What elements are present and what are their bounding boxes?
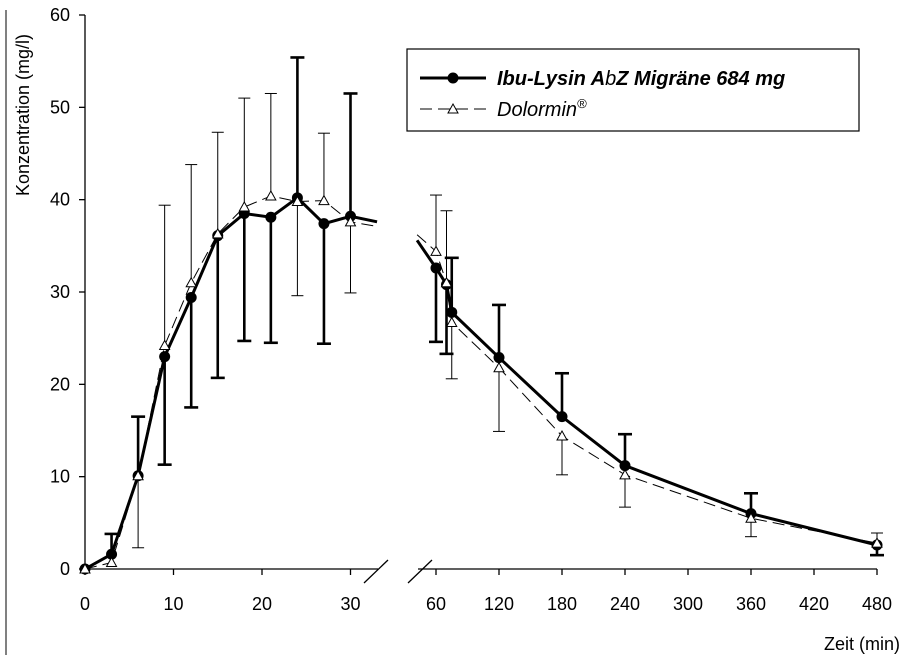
legend-label-dolormin: Dolormin® <box>497 96 587 121</box>
series-line-right <box>415 239 878 547</box>
y-tick-label: 60 <box>50 5 70 25</box>
data-point <box>430 245 442 256</box>
x-tick-label: 60 <box>426 594 446 614</box>
y-tick-label: 0 <box>60 559 70 579</box>
axis-break-mark <box>363 559 389 584</box>
data-point <box>430 262 442 274</box>
data-point <box>185 292 197 304</box>
axes: 0 10 20 30 40 50 60 0 10 20 30 60 120 180 240 300 360 420… <box>5 5 892 655</box>
y-tick-label: 20 <box>50 374 70 394</box>
x-tick-label: 240 <box>610 594 640 614</box>
y-tick-label: 10 <box>50 467 70 487</box>
data-point <box>105 556 118 568</box>
data-point <box>291 195 304 207</box>
y-axis-label: Konzentration (mg/l) <box>13 34 33 196</box>
data-point <box>493 361 505 373</box>
data-point <box>556 430 568 441</box>
data-point <box>493 352 505 364</box>
data-point <box>211 227 224 239</box>
x-tick-label: 20 <box>252 594 272 614</box>
series-line-right <box>416 234 878 544</box>
data-point <box>619 460 631 472</box>
legend: Ibu-Lysin AbZ Migräne 684 mg Dolormin® <box>406 48 860 132</box>
data-point <box>745 512 757 523</box>
data-point <box>159 351 171 363</box>
series-dolormin <box>79 92 883 574</box>
data-point <box>619 468 631 480</box>
data-point <box>445 316 458 327</box>
legend-box <box>406 48 860 132</box>
y-tick-label: 30 <box>50 282 70 302</box>
data-point <box>265 211 277 223</box>
x-tick-label: 10 <box>163 594 183 614</box>
series-layer <box>79 56 884 575</box>
data-point <box>106 548 118 560</box>
data-point <box>440 276 453 288</box>
legend-label-ibu: Ibu-Lysin AbZ Migräne 684 mg <box>497 68 785 90</box>
data-point <box>158 339 171 351</box>
legend-marker-ibu <box>447 72 459 84</box>
data-point <box>132 469 144 481</box>
y-tick-label: 50 <box>50 97 70 117</box>
x-tick-label: 0 <box>80 594 90 614</box>
series-line-left <box>84 195 378 570</box>
y-tick-label: 40 <box>50 190 70 210</box>
data-point <box>344 215 357 227</box>
x-tick-label: 480 <box>862 594 892 614</box>
data-point <box>185 276 198 288</box>
series-ibu-lysin <box>79 56 884 575</box>
data-point <box>871 537 883 548</box>
x-tick-label: 420 <box>799 594 829 614</box>
x-tick-label: 360 <box>736 594 766 614</box>
x-axis-label: Zeit (min) <box>824 634 900 654</box>
data-point <box>556 411 568 423</box>
x-tick-label: 300 <box>673 594 703 614</box>
series-line-left <box>84 195 378 571</box>
axis-break-mark <box>407 559 433 584</box>
data-point <box>318 194 330 206</box>
x-tick-label: 30 <box>340 594 360 614</box>
data-point <box>446 306 458 318</box>
data-point <box>318 218 330 230</box>
x-tick-label: 120 <box>484 594 514 614</box>
data-point <box>238 201 251 212</box>
data-point <box>265 189 277 201</box>
data-point <box>79 562 91 574</box>
legend-marker-dolormin <box>447 102 459 114</box>
x-tick-label: 180 <box>547 594 577 614</box>
